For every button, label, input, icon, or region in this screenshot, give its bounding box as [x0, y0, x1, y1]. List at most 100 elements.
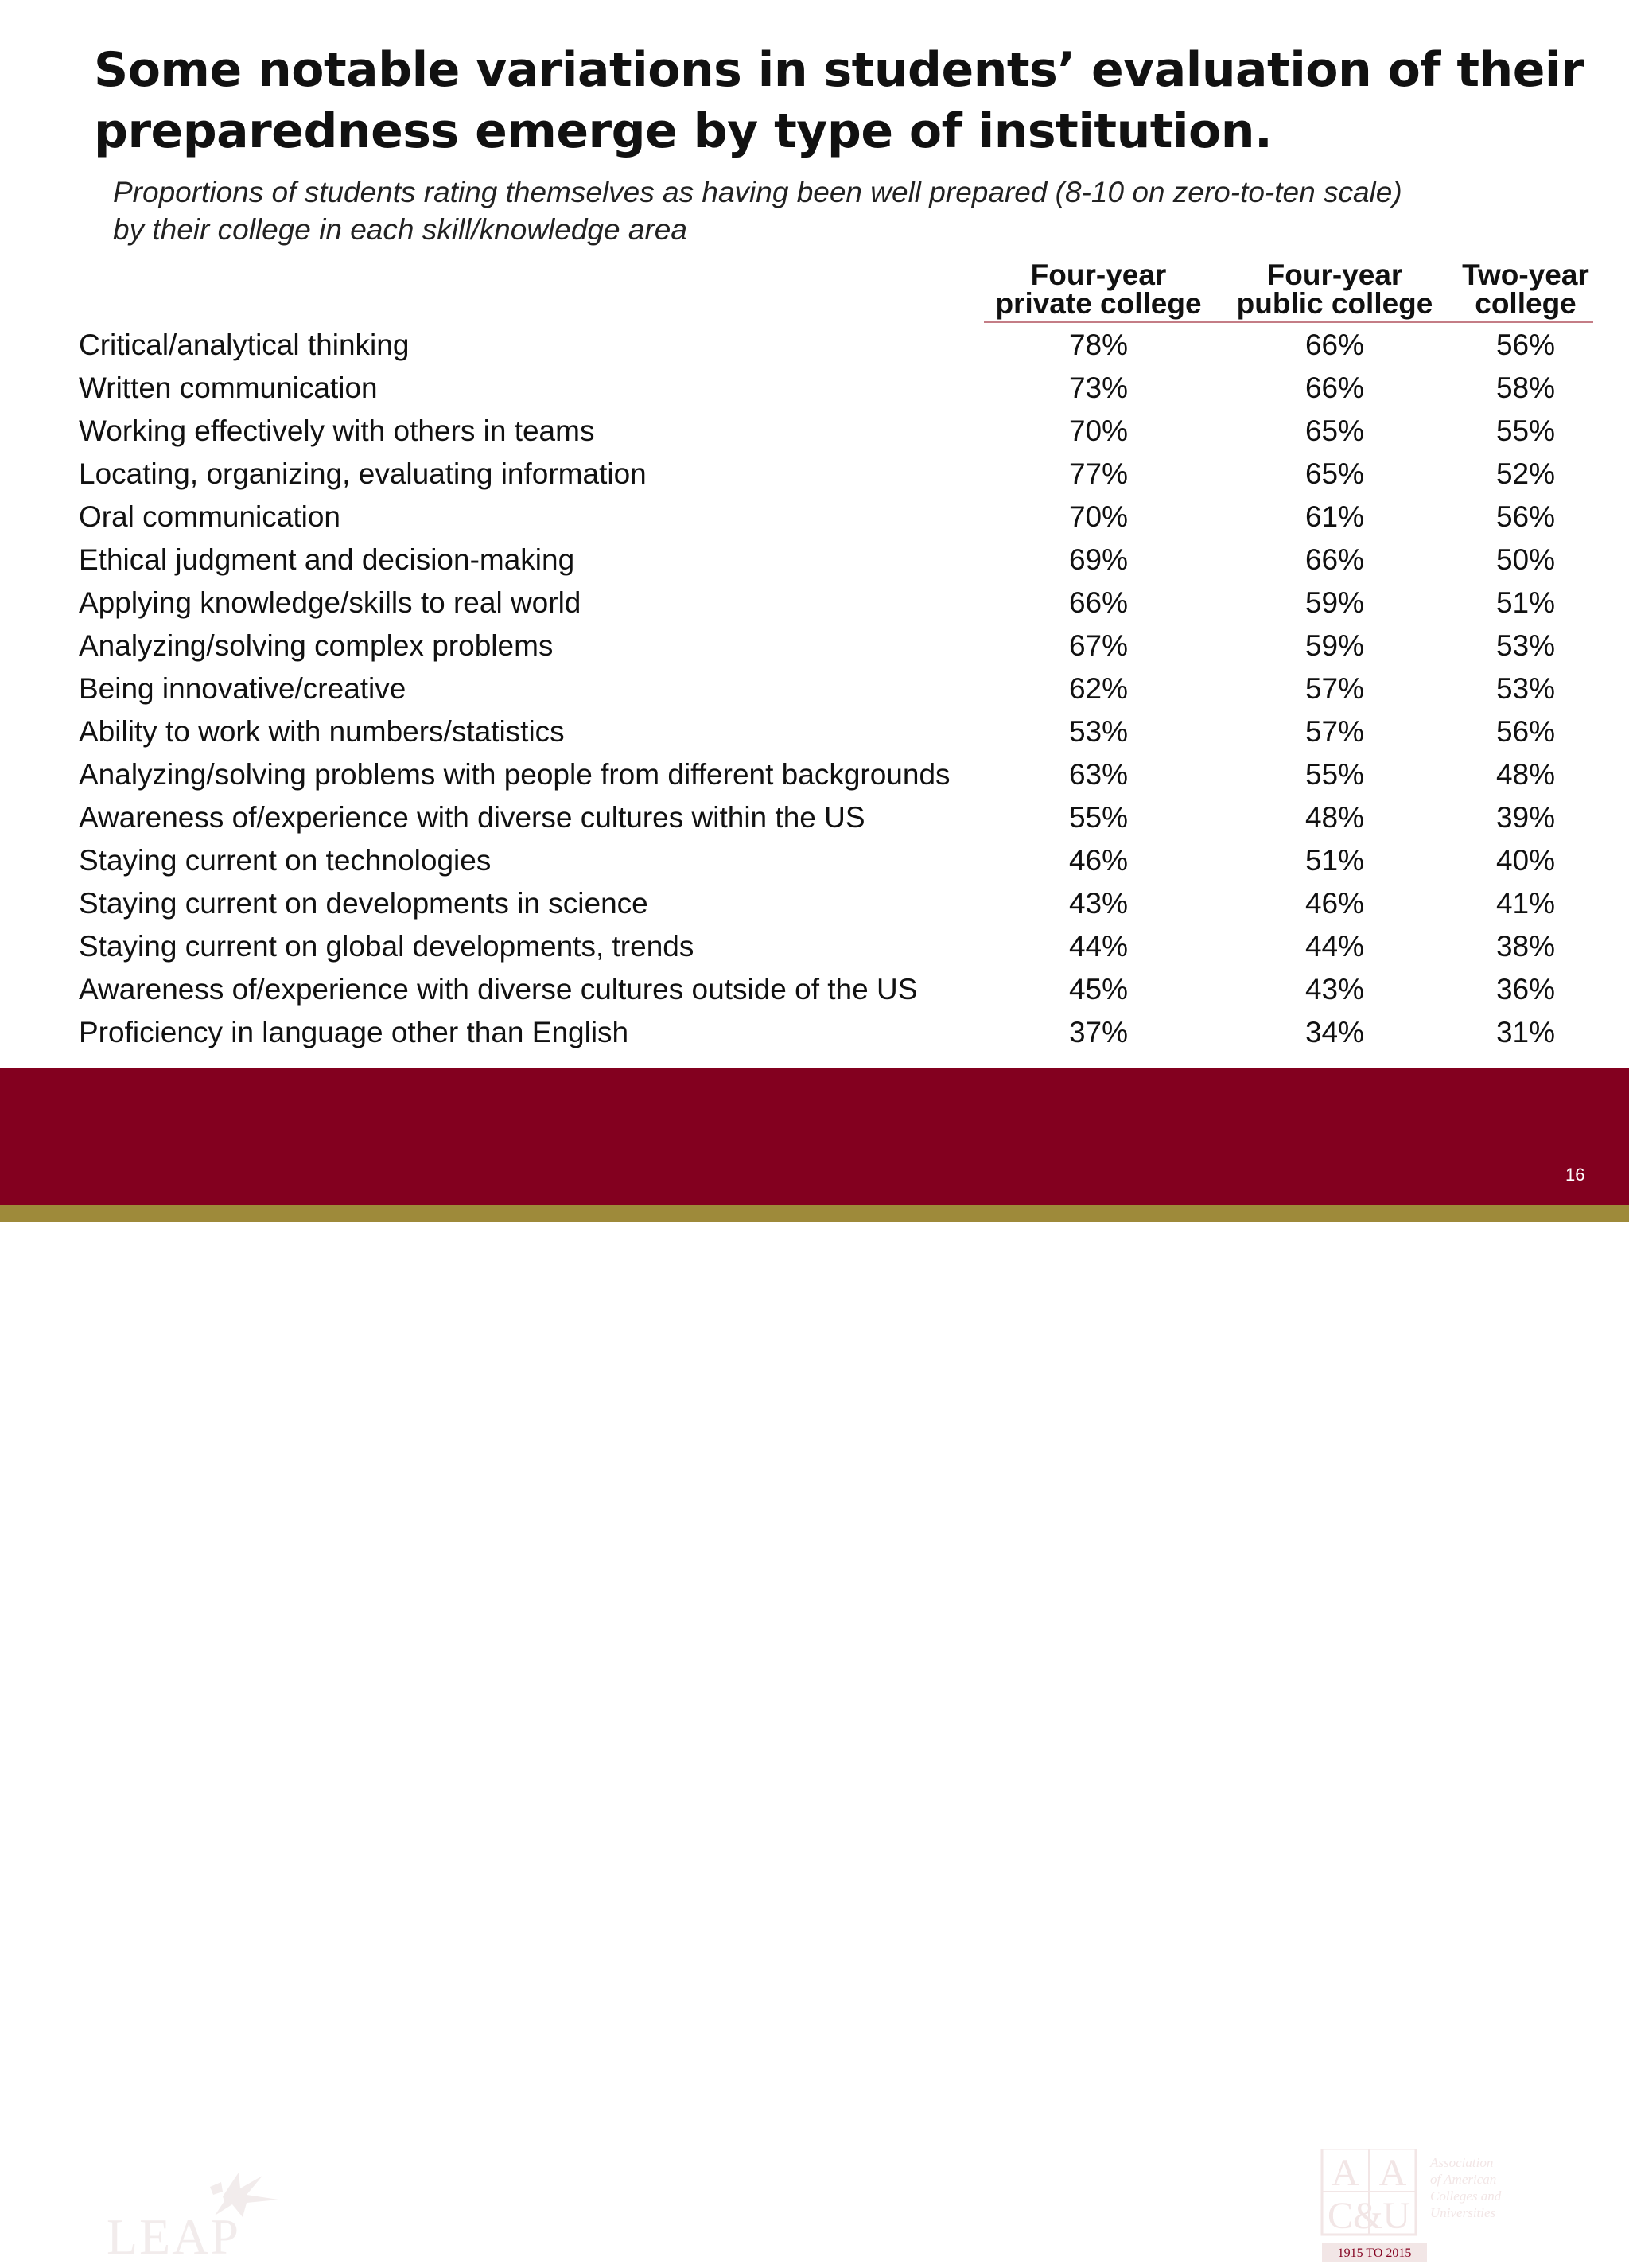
- table-cell: 57%: [1304, 672, 1365, 705]
- aacu-logo: A A C&U 1915 TO 2015 Association of Amer…: [1320, 2149, 1527, 2268]
- aacu-name: Association of American Colleges and Uni…: [1430, 2154, 1501, 2221]
- slide-subtitle-line-1: Proportions of students rating themselve…: [113, 176, 1402, 208]
- row-label: Locating, organizing, evaluating informa…: [79, 457, 647, 490]
- table-cell: 67%: [1068, 629, 1129, 662]
- column-header-two-year-line-1: Two-year: [1462, 259, 1589, 291]
- table-cell: 59%: [1304, 586, 1365, 619]
- column-header-private: Four-year private college: [979, 259, 1218, 320]
- slide-title: Some notable variations in students’ eva…: [94, 40, 1584, 162]
- header-underline: [984, 321, 1593, 323]
- table-cell: 51%: [1495, 586, 1556, 619]
- table-cell: 43%: [1304, 973, 1365, 1006]
- row-label: Staying current on developments in scien…: [79, 887, 648, 920]
- table-cell: 52%: [1495, 457, 1556, 490]
- column-header-two-year-line-2: college: [1475, 287, 1577, 320]
- table-cell: 31%: [1495, 1016, 1556, 1048]
- table-cell: 53%: [1495, 672, 1556, 705]
- table-cell: 45%: [1068, 973, 1129, 1006]
- table-cell: 66%: [1304, 329, 1365, 361]
- table-cell: 38%: [1495, 930, 1556, 963]
- table-cell: 78%: [1068, 329, 1129, 361]
- aacu-emblem-icon: A A C&U 1915 TO 2015: [1320, 2149, 1427, 2262]
- row-label: Oral communication: [79, 500, 341, 533]
- row-label: Awareness of/experience with diverse cul…: [79, 973, 918, 1006]
- aacu-name-line-3: Colleges and: [1430, 2188, 1502, 2204]
- table-cell: 50%: [1495, 543, 1556, 576]
- row-label: Analyzing/solving complex problems: [79, 629, 554, 662]
- column-header-private-line-2: private college: [995, 287, 1202, 320]
- hart-research-logo: HART RESEARCH ASSOCIATES: [628, 2166, 915, 2262]
- leap-logo: LEAP: [103, 2165, 294, 2265]
- table-cell: 69%: [1068, 543, 1129, 576]
- table-cell: 36%: [1495, 973, 1556, 1006]
- table-cell: 44%: [1304, 930, 1365, 963]
- page-number: 16: [1565, 1165, 1585, 1185]
- table-cell: 53%: [1495, 629, 1556, 662]
- column-header-private-line-1: Four-year: [1030, 259, 1167, 291]
- svg-text:C&U: C&U: [1328, 2195, 1410, 2237]
- leap-wordmark: LEAP: [107, 2208, 240, 2265]
- row-label: Being innovative/creative: [79, 672, 406, 705]
- row-label: Applying knowledge/skills to real world: [79, 586, 581, 619]
- svg-text:A: A: [1379, 2152, 1407, 2194]
- table-cell: 66%: [1304, 372, 1365, 404]
- table-cell: 65%: [1304, 457, 1365, 490]
- aacu-years-label: 1915 TO 2015: [1338, 2247, 1412, 2260]
- table-cell: 51%: [1304, 844, 1365, 877]
- slide-title-line-2: preparedness emerge by type of instituti…: [94, 103, 1273, 159]
- aacu-name-line-1: Association: [1430, 2155, 1494, 2170]
- table-cell: 77%: [1068, 457, 1129, 490]
- associates-wordmark: ASSOCIATES: [737, 2231, 901, 2257]
- row-label: Written communication: [79, 372, 378, 404]
- table-cell: 58%: [1495, 372, 1556, 404]
- row-label: Critical/analytical thinking: [79, 329, 410, 361]
- table-cell: 63%: [1068, 758, 1129, 791]
- slide-title-line-1: Some notable variations in students’ eva…: [94, 42, 1584, 98]
- table-cell: 65%: [1304, 414, 1365, 447]
- table-cell: 48%: [1495, 758, 1556, 791]
- footer-accent-strip: [0, 1205, 1629, 1222]
- table-cell: 41%: [1495, 887, 1556, 920]
- table-cell: 59%: [1304, 629, 1365, 662]
- table-cell: 56%: [1495, 329, 1556, 361]
- research-wordmark: RESEARCH: [730, 2196, 909, 2231]
- table-cell: 55%: [1495, 414, 1556, 447]
- aacu-name-line-4: Universities: [1430, 2205, 1496, 2220]
- row-label: Ability to work with numbers/statistics: [79, 715, 565, 748]
- table-cell: 55%: [1068, 801, 1129, 834]
- slide-subtitle: Proportions of students rating themselve…: [113, 173, 1584, 248]
- table-cell: 61%: [1304, 500, 1365, 533]
- hart-rule-bottom: [630, 2214, 729, 2219]
- table-cell: 40%: [1495, 844, 1556, 877]
- aacu-name-line-2: of American: [1430, 2172, 1497, 2187]
- row-label: Staying current on global developments, …: [79, 930, 694, 963]
- table-cell: 70%: [1068, 414, 1129, 447]
- row-label: Awareness of/experience with diverse cul…: [79, 801, 865, 834]
- table-cell: 44%: [1068, 930, 1129, 963]
- table-cell: 43%: [1068, 887, 1129, 920]
- hart-rule-top: [735, 2185, 900, 2191]
- table-cell: 62%: [1068, 672, 1129, 705]
- column-header-public: Four-year public college: [1215, 259, 1454, 320]
- row-label: Ethical judgment and decision-making: [79, 543, 575, 576]
- table-cell: 56%: [1495, 715, 1556, 748]
- table-cell: 66%: [1304, 543, 1365, 576]
- slide-subtitle-line-2: by their college in each skill/knowledge…: [113, 213, 687, 246]
- table-cell: 66%: [1068, 586, 1129, 619]
- column-header-public-line-2: public college: [1236, 287, 1433, 320]
- table-cell: 39%: [1495, 801, 1556, 834]
- table-cell: 53%: [1068, 715, 1129, 748]
- table-cell: 46%: [1068, 844, 1129, 877]
- table-cell: 56%: [1495, 500, 1556, 533]
- column-header-public-line-1: Four-year: [1266, 259, 1403, 291]
- footer-band: LEAP HART RESEARCH ASSOCIATES A A C&U 19…: [0, 1068, 1629, 2265]
- table-cell: 34%: [1304, 1016, 1365, 1048]
- row-label: Staying current on technologies: [79, 844, 492, 877]
- table-cell: 48%: [1304, 801, 1365, 834]
- row-label: Working effectively with others in teams: [79, 414, 595, 447]
- column-header-two-year: Two-year college: [1406, 259, 1629, 320]
- table-cell: 70%: [1068, 500, 1129, 533]
- row-label: Proficiency in language other than Engli…: [79, 1016, 629, 1048]
- hart-wordmark: HART: [630, 2166, 722, 2201]
- row-label: Analyzing/solving problems with people f…: [79, 758, 951, 791]
